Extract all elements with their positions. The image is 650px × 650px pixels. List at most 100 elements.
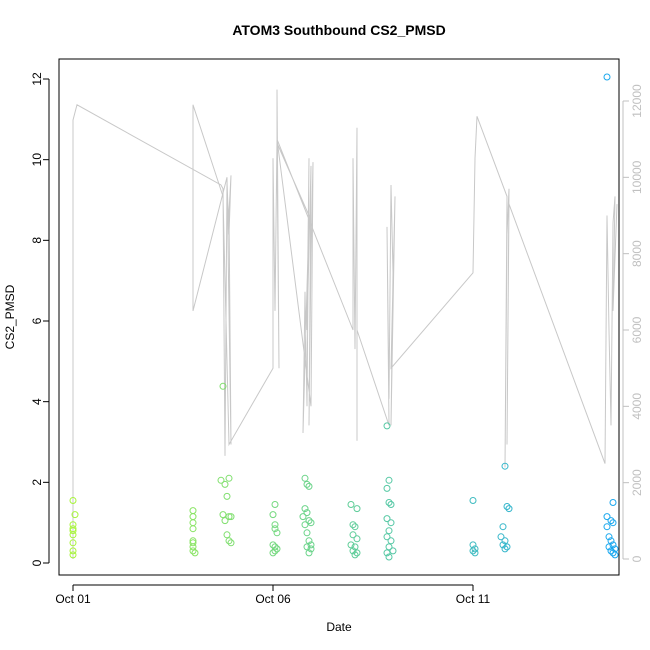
data-point [303, 529, 311, 537]
data-point [353, 535, 361, 543]
data-point [349, 547, 357, 555]
secondary-series-line [72, 89, 618, 559]
data-point [189, 507, 197, 515]
data-point [497, 533, 505, 541]
data-point [69, 527, 77, 535]
data-point [609, 541, 617, 549]
points-layer [69, 73, 619, 561]
data-point [301, 505, 309, 513]
data-point [609, 519, 617, 527]
data-point [189, 543, 197, 551]
plot-frame [58, 58, 620, 576]
data-point [189, 547, 197, 555]
secondary-y-tick-label: 8000 [630, 240, 644, 267]
data-point [387, 501, 395, 508]
data-point [271, 543, 279, 551]
data-point [605, 543, 613, 551]
data-point [471, 549, 479, 557]
data-point [305, 549, 313, 557]
data-point [189, 525, 197, 533]
data-point [607, 537, 615, 545]
data-point [503, 503, 511, 510]
secondary-y-tick-label: 6000 [630, 316, 644, 343]
data-point [385, 553, 393, 561]
data-point [303, 543, 311, 551]
y-tick-label: 2 [30, 479, 44, 486]
data-point [305, 537, 313, 545]
data-point [607, 547, 615, 555]
data-point [387, 519, 395, 527]
data-point [385, 499, 393, 506]
data-point [307, 545, 315, 553]
data-point [301, 521, 309, 529]
x-tick-label: Oct 01 [55, 592, 91, 606]
x-axis-label: Date [326, 620, 352, 634]
data-point [225, 513, 233, 521]
data-point [305, 517, 313, 525]
data-point [383, 515, 391, 523]
data-point [223, 492, 231, 500]
data-point [503, 543, 511, 551]
data-point [501, 462, 509, 470]
data-point [351, 543, 359, 551]
data-point [609, 499, 617, 506]
data-point [383, 533, 391, 541]
data-point [273, 529, 281, 537]
data-point [227, 539, 235, 547]
data-point [269, 541, 277, 549]
right-y-axis: 0 2000 4000 6000 8000 10000 12000 [622, 84, 644, 562]
data-point [469, 497, 477, 504]
y-tick-label: 4 [30, 398, 44, 405]
secondary-y-tick-label: 0 [630, 555, 644, 562]
data-point [347, 501, 355, 508]
data-point [189, 513, 197, 521]
data-point [191, 549, 199, 557]
data-point [301, 474, 309, 482]
data-point [307, 541, 315, 549]
data-point [385, 527, 393, 535]
data-point [351, 551, 359, 559]
data-point [603, 523, 611, 531]
data-point [71, 511, 79, 519]
data-point [501, 537, 509, 545]
secondary-y-tick-label: 12000 [630, 84, 644, 118]
data-point [307, 519, 315, 527]
data-point [271, 501, 279, 508]
data-point [305, 482, 313, 490]
data-point [269, 511, 277, 519]
y-tick-label: 10 [30, 153, 44, 167]
data-point [189, 519, 197, 527]
data-point [353, 549, 361, 557]
data-point [219, 382, 227, 390]
data-point [221, 480, 229, 488]
data-point [607, 517, 615, 525]
data-point [383, 549, 391, 557]
secondary-series-layer [72, 89, 618, 559]
left-y-axis: 0 2 4 6 8 10 12 [30, 72, 50, 566]
secondary-y-tick-label: 4000 [630, 393, 644, 420]
data-point [351, 523, 359, 531]
data-point [605, 533, 613, 541]
data-point [299, 513, 307, 521]
data-point [383, 484, 391, 492]
y-tick-label: 0 [30, 559, 44, 566]
data-point [347, 541, 355, 549]
data-point [303, 509, 311, 517]
x-axis: Oct 01 Oct 06 Oct 11 [55, 584, 491, 606]
x-tick-label: Oct 11 [456, 592, 491, 606]
data-point [189, 539, 197, 547]
data-point [271, 547, 279, 555]
data-point [69, 551, 77, 559]
data-point [349, 521, 357, 529]
data-point [69, 547, 77, 555]
data-point [223, 531, 231, 539]
y-tick-label: 8 [30, 237, 44, 244]
data-point [471, 545, 479, 553]
data-point [609, 549, 617, 557]
secondary-y-tick-label: 10000 [630, 160, 644, 194]
data-point [383, 422, 391, 430]
data-point [227, 513, 235, 521]
data-point [387, 537, 395, 545]
data-point [271, 525, 279, 533]
data-point [353, 505, 361, 513]
